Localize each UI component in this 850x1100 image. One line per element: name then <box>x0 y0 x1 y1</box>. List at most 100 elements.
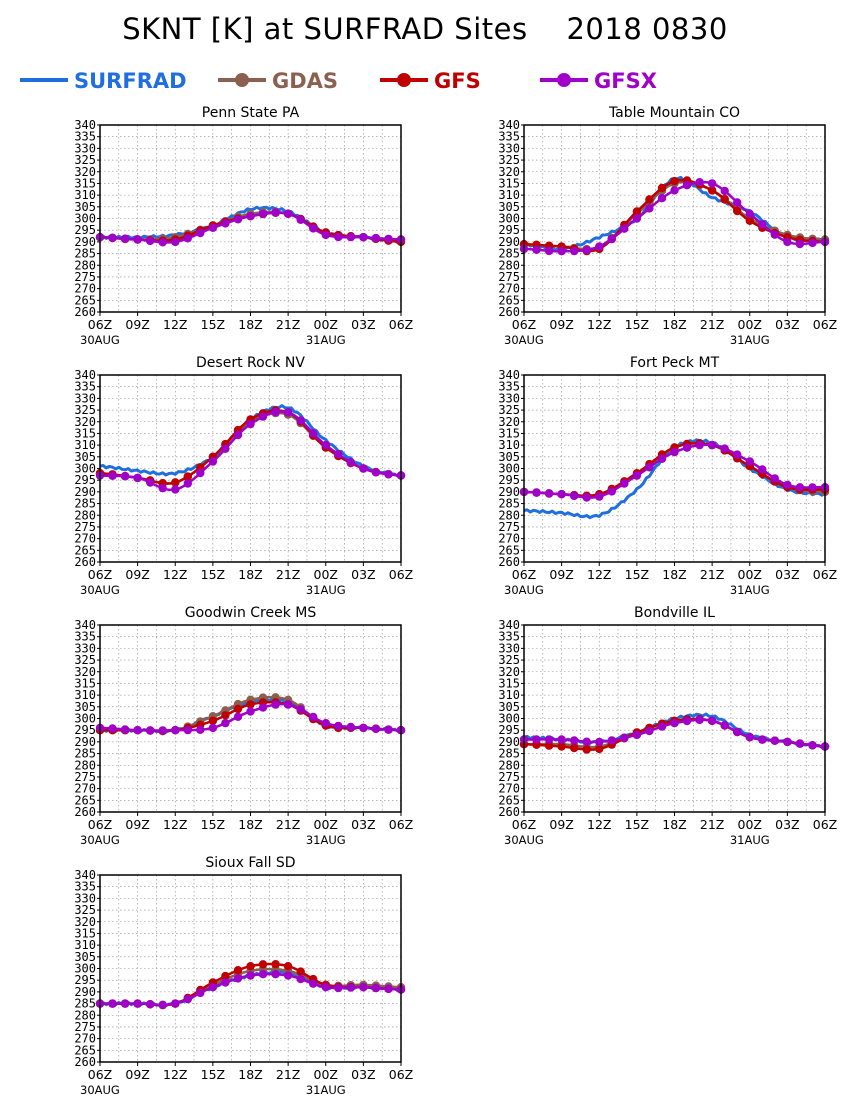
x-tick-label: 03Z <box>351 317 375 332</box>
data-point <box>221 978 230 987</box>
data-point <box>296 967 305 976</box>
data-point <box>271 970 280 979</box>
y-tick-label: 310 <box>498 438 520 452</box>
data-point <box>695 715 704 725</box>
data-point <box>321 983 330 992</box>
y-tick-label: 315 <box>74 176 96 190</box>
y-tick-label: 305 <box>74 700 96 714</box>
data-point <box>183 725 192 735</box>
y-tick-label: 315 <box>498 426 520 440</box>
data-point <box>271 208 280 217</box>
data-point <box>808 483 817 492</box>
data-point <box>158 238 167 247</box>
data-point <box>359 983 368 992</box>
y-tick-label: 275 <box>74 770 96 784</box>
date-label: 30AUG <box>80 833 120 847</box>
date-label: 30AUG <box>504 333 544 347</box>
y-tick-label: 295 <box>74 473 96 487</box>
data-point <box>371 468 381 477</box>
y-tick-label: 260 <box>74 805 96 819</box>
series-gfsx <box>95 208 406 247</box>
data-point <box>670 186 679 195</box>
data-point <box>233 430 243 440</box>
y-tick-label: 270 <box>498 782 520 796</box>
y-tick-label: 325 <box>74 903 96 917</box>
x-tick-label: 18Z <box>238 567 262 582</box>
data-point <box>296 215 305 224</box>
data-point <box>544 246 554 256</box>
x-tick-label: 21Z <box>700 567 724 582</box>
page-title: SKNT [K] at SURFRAD Sites 2018 0830 <box>122 12 728 46</box>
y-tick-label: 330 <box>498 141 520 155</box>
data-point <box>758 465 767 474</box>
data-point <box>607 487 616 496</box>
date-label: 31AUG <box>306 1083 346 1097</box>
data-point <box>808 741 817 750</box>
chart-table-mountain-co: Table Mountain CO 26026527027528028529029… <box>498 105 837 347</box>
data-point <box>607 234 616 244</box>
data-point <box>595 737 604 747</box>
data-point <box>233 974 243 983</box>
y-tick-label: 265 <box>74 543 96 557</box>
data-point <box>283 209 293 218</box>
data-point <box>108 999 117 1008</box>
x-tick-label: 21Z <box>276 317 300 332</box>
y-tick-label: 275 <box>74 270 96 284</box>
data-point <box>632 471 642 480</box>
y-tick-label: 285 <box>74 997 96 1011</box>
x-tick-label: 00Z <box>314 817 338 832</box>
x-tick-label: 15Z <box>201 1067 225 1082</box>
y-tick-label: 340 <box>74 868 96 882</box>
y-tick-label: 325 <box>498 153 520 167</box>
data-point <box>544 489 554 498</box>
data-point <box>770 474 779 483</box>
y-tick-label: 260 <box>74 555 96 569</box>
data-point <box>783 480 792 490</box>
x-tick-label: 03Z <box>775 567 799 582</box>
data-point <box>258 412 268 421</box>
data-point <box>246 212 255 221</box>
y-tick-label: 285 <box>74 497 96 511</box>
data-point <box>582 245 591 255</box>
x-tick-label: 06Z <box>389 567 413 582</box>
data-point <box>283 700 293 709</box>
chart-title: Sioux Fall SD <box>205 855 295 871</box>
data-point <box>670 447 679 457</box>
y-tick-label: 340 <box>498 368 520 382</box>
data-point <box>808 238 817 248</box>
data-point <box>346 458 355 467</box>
data-point <box>208 983 218 992</box>
data-point <box>682 443 692 452</box>
y-tick-label: 320 <box>74 915 96 929</box>
x-tick-label: 06Z <box>813 817 837 832</box>
series-gfsx <box>519 715 830 751</box>
y-tick-label: 305 <box>74 450 96 464</box>
y-tick-label: 325 <box>74 403 96 417</box>
y-tick-label: 320 <box>498 665 520 679</box>
data-point <box>707 440 717 450</box>
x-tick-label: 09Z <box>549 317 573 332</box>
data-point <box>208 223 218 232</box>
data-point <box>146 1000 155 1009</box>
legend-item-surfrad: SURFRAD <box>20 69 187 93</box>
y-tick-label: 300 <box>74 462 96 476</box>
legend-item-gfs: GFS <box>380 69 481 93</box>
date-label: 31AUG <box>730 583 770 597</box>
y-tick-label: 320 <box>498 415 520 429</box>
data-point <box>595 492 604 501</box>
data-point <box>707 186 717 195</box>
data-point <box>133 999 142 1008</box>
date-label: 30AUG <box>80 583 120 597</box>
data-point <box>532 735 541 744</box>
data-point <box>233 966 243 975</box>
x-tick-label: 18Z <box>238 817 262 832</box>
data-point <box>695 440 704 450</box>
data-point <box>557 735 566 744</box>
data-point <box>645 204 654 213</box>
date-label: 31AUG <box>306 833 346 847</box>
y-tick-label: 295 <box>498 223 520 237</box>
plot-frame <box>523 374 826 563</box>
data-point <box>158 484 167 493</box>
y-tick-label: 310 <box>74 438 96 452</box>
y-tick-label: 290 <box>498 735 520 749</box>
